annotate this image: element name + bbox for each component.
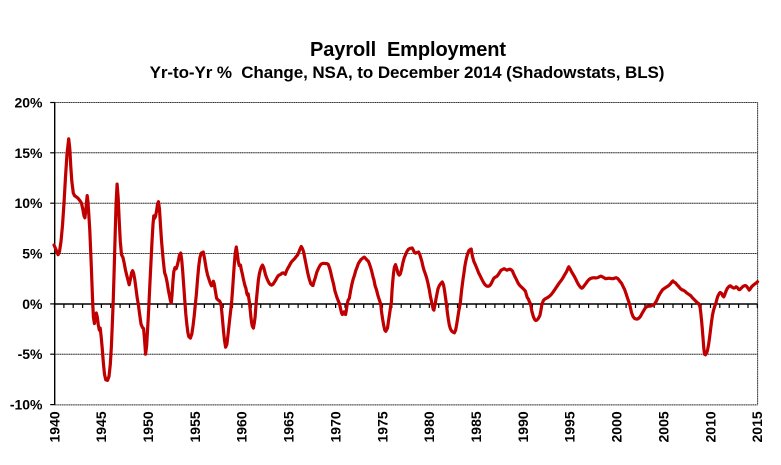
- svg-text:1950: 1950: [140, 411, 156, 442]
- svg-text:1940: 1940: [46, 411, 62, 442]
- svg-text:1990: 1990: [515, 411, 531, 442]
- svg-text:2005: 2005: [655, 411, 671, 442]
- svg-text:0%: 0%: [22, 296, 43, 312]
- svg-text:-5%: -5%: [18, 346, 43, 362]
- svg-text:5%: 5%: [22, 246, 43, 262]
- svg-text:2015: 2015: [749, 411, 765, 442]
- svg-text:1960: 1960: [234, 411, 250, 442]
- svg-text:1965: 1965: [281, 411, 297, 442]
- svg-text:2000: 2000: [609, 411, 625, 442]
- svg-text:1985: 1985: [468, 411, 484, 442]
- svg-text:10%: 10%: [14, 195, 43, 211]
- svg-text:1955: 1955: [187, 411, 203, 442]
- svg-text:15%: 15%: [14, 145, 43, 161]
- svg-text:1975: 1975: [374, 411, 390, 442]
- svg-text:1970: 1970: [327, 411, 343, 442]
- svg-text:1945: 1945: [93, 411, 109, 442]
- svg-text:2010: 2010: [702, 411, 718, 442]
- svg-text:-10%: -10%: [10, 397, 43, 413]
- svg-text:1995: 1995: [562, 411, 578, 442]
- svg-text:20%: 20%: [14, 95, 43, 111]
- svg-text:1980: 1980: [421, 411, 437, 442]
